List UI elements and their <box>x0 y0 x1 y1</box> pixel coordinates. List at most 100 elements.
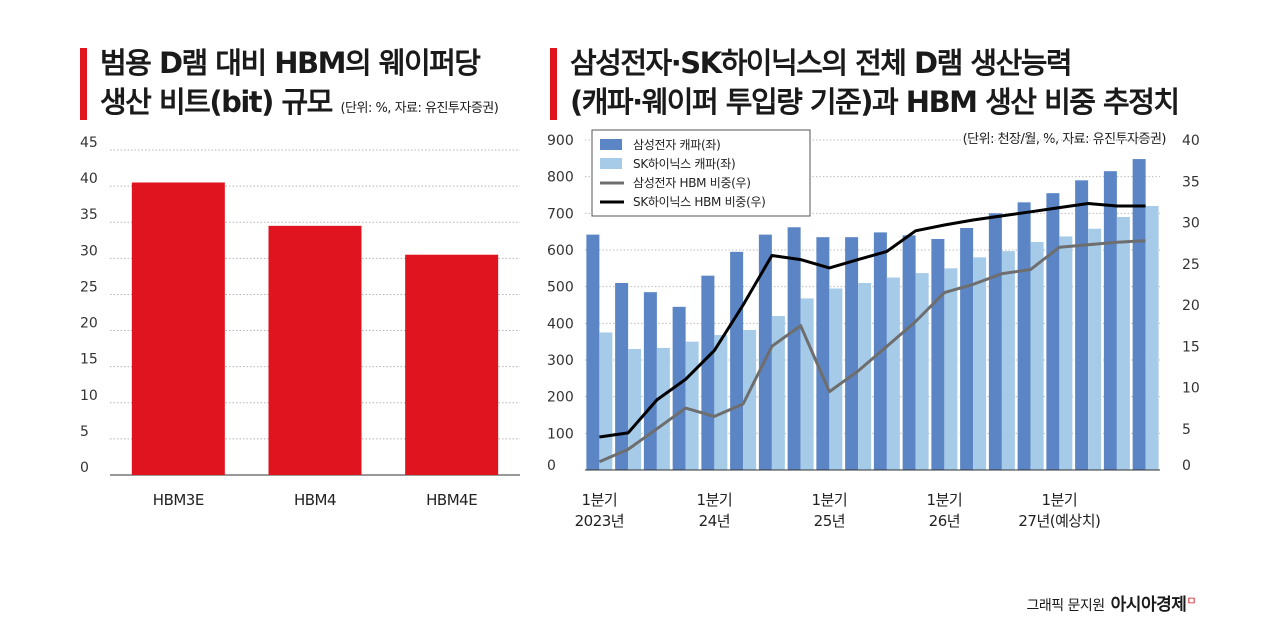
x-tick-label: HBM3E <box>153 491 204 509</box>
sk-capa-bar <box>628 349 642 470</box>
y-tick-label: 35 <box>80 207 98 223</box>
y-right-tick-label: 20 <box>1182 298 1200 314</box>
sk-capa-bar <box>656 347 670 470</box>
y-right-tick-label: 10 <box>1182 381 1200 397</box>
x-tick-label: HBM4E <box>426 491 477 509</box>
y-tick-label: 25 <box>80 279 98 295</box>
x-tick-label: 26년 <box>929 512 960 530</box>
samsung-capa-bar <box>902 235 916 470</box>
bar <box>131 182 225 475</box>
x-tick-label: 1분기 <box>1042 491 1078 509</box>
y-tick-label: 20 <box>80 316 98 332</box>
y-left-tick-label: 200 <box>547 390 574 406</box>
x-tick-label: HBM4 <box>294 491 336 509</box>
bar <box>268 225 362 475</box>
legend-label: 삼성전자 HBM 비중(우) <box>633 176 751 190</box>
y-left-tick-label: 800 <box>547 170 574 186</box>
right-title-line1: 삼성전자·SK하이닉스의 전체 D램 생산능력 <box>570 46 1073 80</box>
y-left-tick-label: 400 <box>547 316 574 332</box>
samsung-capa-bar <box>672 306 686 470</box>
sk-capa-bar <box>800 298 814 470</box>
samsung-capa-bar <box>758 234 772 470</box>
footer-credit: 그래픽 문지원 아시아경제ㅁ <box>1026 590 1196 615</box>
x-tick-label: 1분기 <box>582 491 618 509</box>
sk-capa-bar <box>714 335 728 470</box>
y-left-tick-label: 500 <box>547 280 574 296</box>
y-tick-label: 40 <box>80 171 98 187</box>
x-tick-label: 1분기 <box>697 491 733 509</box>
samsung-capa-bar <box>1075 180 1089 471</box>
sk-capa-bar <box>915 273 929 470</box>
sk-capa-bar <box>858 283 872 470</box>
left-bar-chart: 0 5 10 15 20 25 30 35 40 45 HBM3E HBM4 HBM4E <box>80 135 520 509</box>
sk-capa-bar <box>973 257 987 470</box>
y-tick-label: 10 <box>80 388 98 404</box>
y-right-tick-label: 0 <box>1182 458 1191 474</box>
sk-capa-bar <box>1116 217 1130 470</box>
sk-capa-bar <box>944 268 958 470</box>
legend-swatch <box>600 139 622 150</box>
y-right-tick-label: 30 <box>1182 216 1200 232</box>
y-right-tick-label: 40 <box>1182 133 1200 149</box>
legend-label: SK하이닉스 캐파(좌) <box>633 157 735 171</box>
bar <box>405 254 499 475</box>
graphic-credit: 그래픽 문지원 <box>1026 598 1105 614</box>
left-source-note: (단위: %, 자료: 유진투자증권) <box>340 101 499 116</box>
samsung-capa-bar <box>988 213 1002 470</box>
samsung-capa-bar <box>931 239 945 470</box>
samsung-capa-bar <box>643 292 657 470</box>
y-left-tick-label: 100 <box>547 426 574 442</box>
y-tick-label: 30 <box>80 243 98 259</box>
sk-capa-bar <box>599 332 613 470</box>
sk-capa-bar <box>685 341 699 470</box>
x-tick-label: 24년 <box>699 512 730 530</box>
samsung-capa-bar <box>787 227 801 470</box>
y-left-tick-label: 300 <box>547 353 574 369</box>
sk-capa-bar <box>743 329 757 470</box>
sk-capa-bar <box>886 277 900 470</box>
x-tick-label: 25년 <box>814 512 845 530</box>
sk-capa-bar <box>1030 241 1044 470</box>
legend: 삼성전자 캐파(좌) SK하이닉스 캐파(좌) 삼성전자 HBM 비중(우) SK하이… <box>591 129 811 217</box>
y-right-tick-label: 25 <box>1182 257 1200 273</box>
y-left-tick-label: 600 <box>547 243 574 259</box>
samsung-capa-bar <box>845 237 859 470</box>
legend-label: SK하이닉스 HBM 비중(우) <box>633 195 766 209</box>
sk-hbm-share-line <box>599 202 1146 439</box>
sk-capa-bar <box>771 316 785 470</box>
y-right-tick-label: 35 <box>1182 174 1200 190</box>
publisher-logo: 아시아경제 <box>1110 595 1187 615</box>
sk-capa-bar <box>829 288 843 470</box>
y-left-tick-label: 900 <box>547 133 574 149</box>
samsung-capa-bar <box>586 234 600 470</box>
legend-label: 삼성전자 캐파(좌) <box>633 138 720 152</box>
y-left-tick-label: 700 <box>547 206 574 222</box>
right-title-accent <box>550 48 557 120</box>
y-tick-label: 45 <box>80 135 98 151</box>
publisher-mark-icon: ㅁ <box>1186 594 1196 608</box>
x-tick-label: 27년(예상치) <box>1018 512 1100 530</box>
y-tick-label: 5 <box>80 424 89 440</box>
samsung-capa-bar <box>816 237 830 470</box>
samsung-capa-bar <box>960 228 974 470</box>
samsung-capa-bar <box>1132 159 1146 471</box>
x-tick-label: 2023년 <box>575 512 624 530</box>
right-chart-title: 삼성전자·SK하이닉스의 전체 D램 생산능력 (캐파·웨이퍼 투입량 기준)과… <box>570 44 1180 122</box>
left-chart-title: 범용 D램 대비 HBM의 웨이퍼당 생산 비트(bit) 규모 (단위: %,… <box>100 44 499 128</box>
sk-capa-bar <box>1088 228 1102 470</box>
legend-swatch <box>600 158 622 169</box>
left-title-accent <box>80 48 87 120</box>
y-tick-label: 15 <box>80 352 98 368</box>
y-left-tick-label: 0 <box>547 458 556 474</box>
samsung-hbm-share-line <box>598 239 1146 464</box>
samsung-capa-bar <box>615 283 629 470</box>
samsung-capa-bar <box>1103 171 1117 470</box>
y-right-tick-label: 15 <box>1182 339 1200 355</box>
sk-capa-bar <box>1145 206 1159 470</box>
y-right-tick-label: 5 <box>1182 422 1191 438</box>
samsung-capa-bar <box>1017 202 1031 470</box>
samsung-capa-bar <box>1046 193 1060 470</box>
samsung-capa-bar <box>701 275 715 470</box>
sk-capa-bar <box>1001 251 1015 470</box>
right-combo-chart: 0 100 200 300 400 500 600 700 800 900 0 5 10 15 20 25 30… <box>547 129 1200 530</box>
